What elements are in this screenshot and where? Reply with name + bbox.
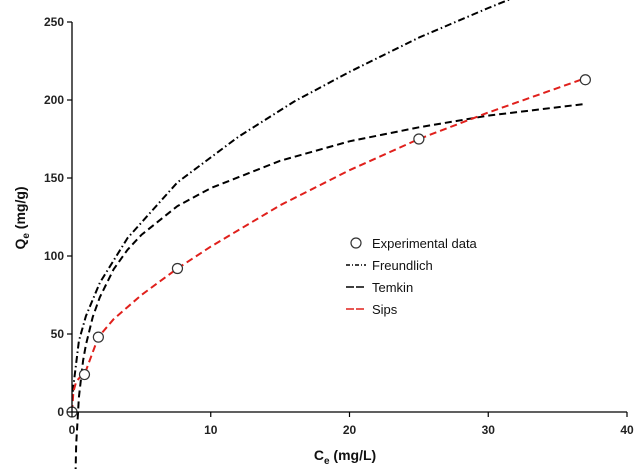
data-point [171, 262, 184, 275]
series-line-freundlich [71, 0, 511, 392]
legend-label: Freundlich [372, 258, 433, 273]
experimental-markers [66, 74, 591, 418]
x-tick-label: 20 [343, 423, 357, 437]
x-ticks: 0 10 20 30 40 [69, 412, 634, 437]
y-tick-label: 150 [44, 171, 64, 185]
data-point [92, 331, 104, 343]
y-tick-label: 100 [44, 249, 64, 263]
x-axis-title: Ce (mg/L) [314, 447, 376, 467]
y-tick-label: 0 [57, 405, 64, 419]
legend-label: Temkin [372, 280, 413, 295]
data-point [413, 133, 425, 145]
y-tick-label: 250 [44, 15, 64, 29]
y-axis-title: Qe (mg/g) [12, 186, 32, 249]
legend-item: Sips [346, 302, 398, 317]
axes [71, 22, 627, 413]
y-tick-label: 200 [44, 93, 64, 107]
legend-marker [350, 237, 362, 249]
legend: Experimental data Freundlich Temkin Sips [346, 236, 478, 317]
x-tick-label: 30 [482, 423, 496, 437]
data-point [78, 368, 91, 381]
legend-label: Experimental data [372, 236, 478, 251]
y-ticks: 0 50 100 150 200 250 [44, 15, 72, 419]
legend-item: Experimental data [350, 236, 478, 251]
legend-item: Temkin [346, 280, 413, 295]
y-tick-label: 50 [51, 327, 65, 341]
x-tick-label: 0 [69, 423, 76, 437]
legend-label: Sips [372, 302, 398, 317]
legend-item: Freundlich [346, 258, 433, 273]
x-tick-label: 40 [620, 423, 634, 437]
series-lines [71, 0, 586, 469]
data-point [579, 74, 591, 86]
series-line-sips [71, 77, 586, 413]
x-tick-label: 10 [204, 423, 218, 437]
